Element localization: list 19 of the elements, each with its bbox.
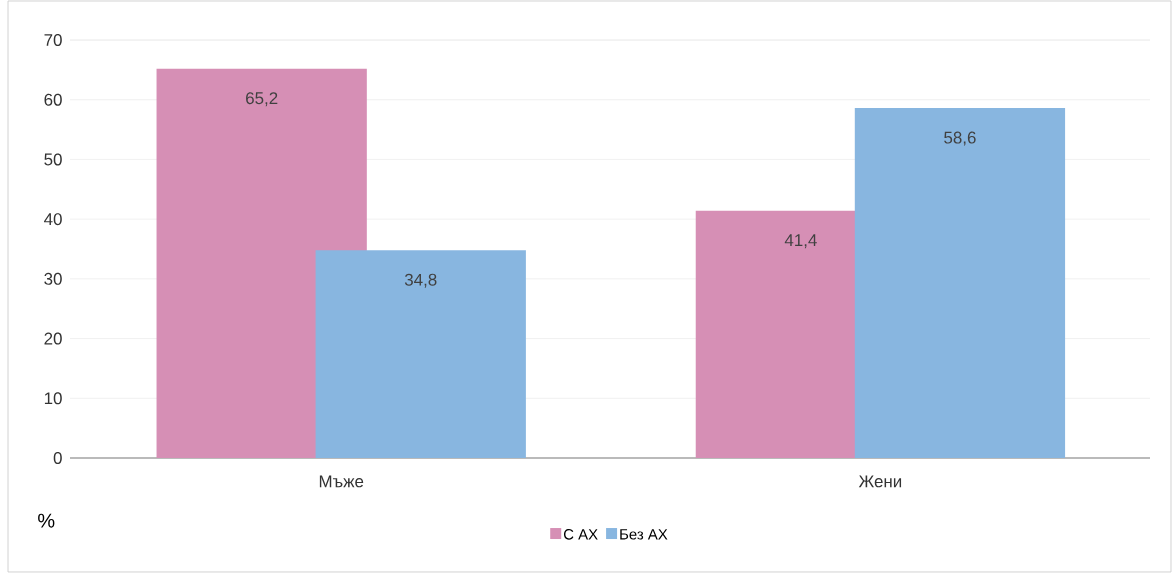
- y-tick-label: 70: [44, 34, 62, 47]
- y-tick-label: 60: [44, 93, 62, 106]
- x-tick-label: Жени: [858, 475, 902, 488]
- legend-label: Без АХ: [620, 529, 668, 540]
- y-tick-label: 50: [44, 153, 62, 166]
- y-tick-label: 0: [53, 452, 62, 465]
- legend-label: С АХ: [563, 529, 598, 540]
- y-tick-label: 10: [44, 392, 62, 405]
- data-label: 65,2: [246, 92, 278, 107]
- bar: [854, 108, 1066, 458]
- x-tick-label: Мъже: [319, 475, 364, 488]
- y-tick-label: 20: [44, 332, 62, 345]
- data-label: 34,8: [404, 273, 437, 288]
- y-tick-label: 40: [44, 213, 62, 226]
- y-tick-label: 30: [44, 272, 62, 285]
- data-label: 58,6: [944, 131, 976, 146]
- data-label: 41,4: [784, 234, 817, 249]
- bar: [315, 250, 526, 458]
- y-axis-title: %: [38, 513, 55, 528]
